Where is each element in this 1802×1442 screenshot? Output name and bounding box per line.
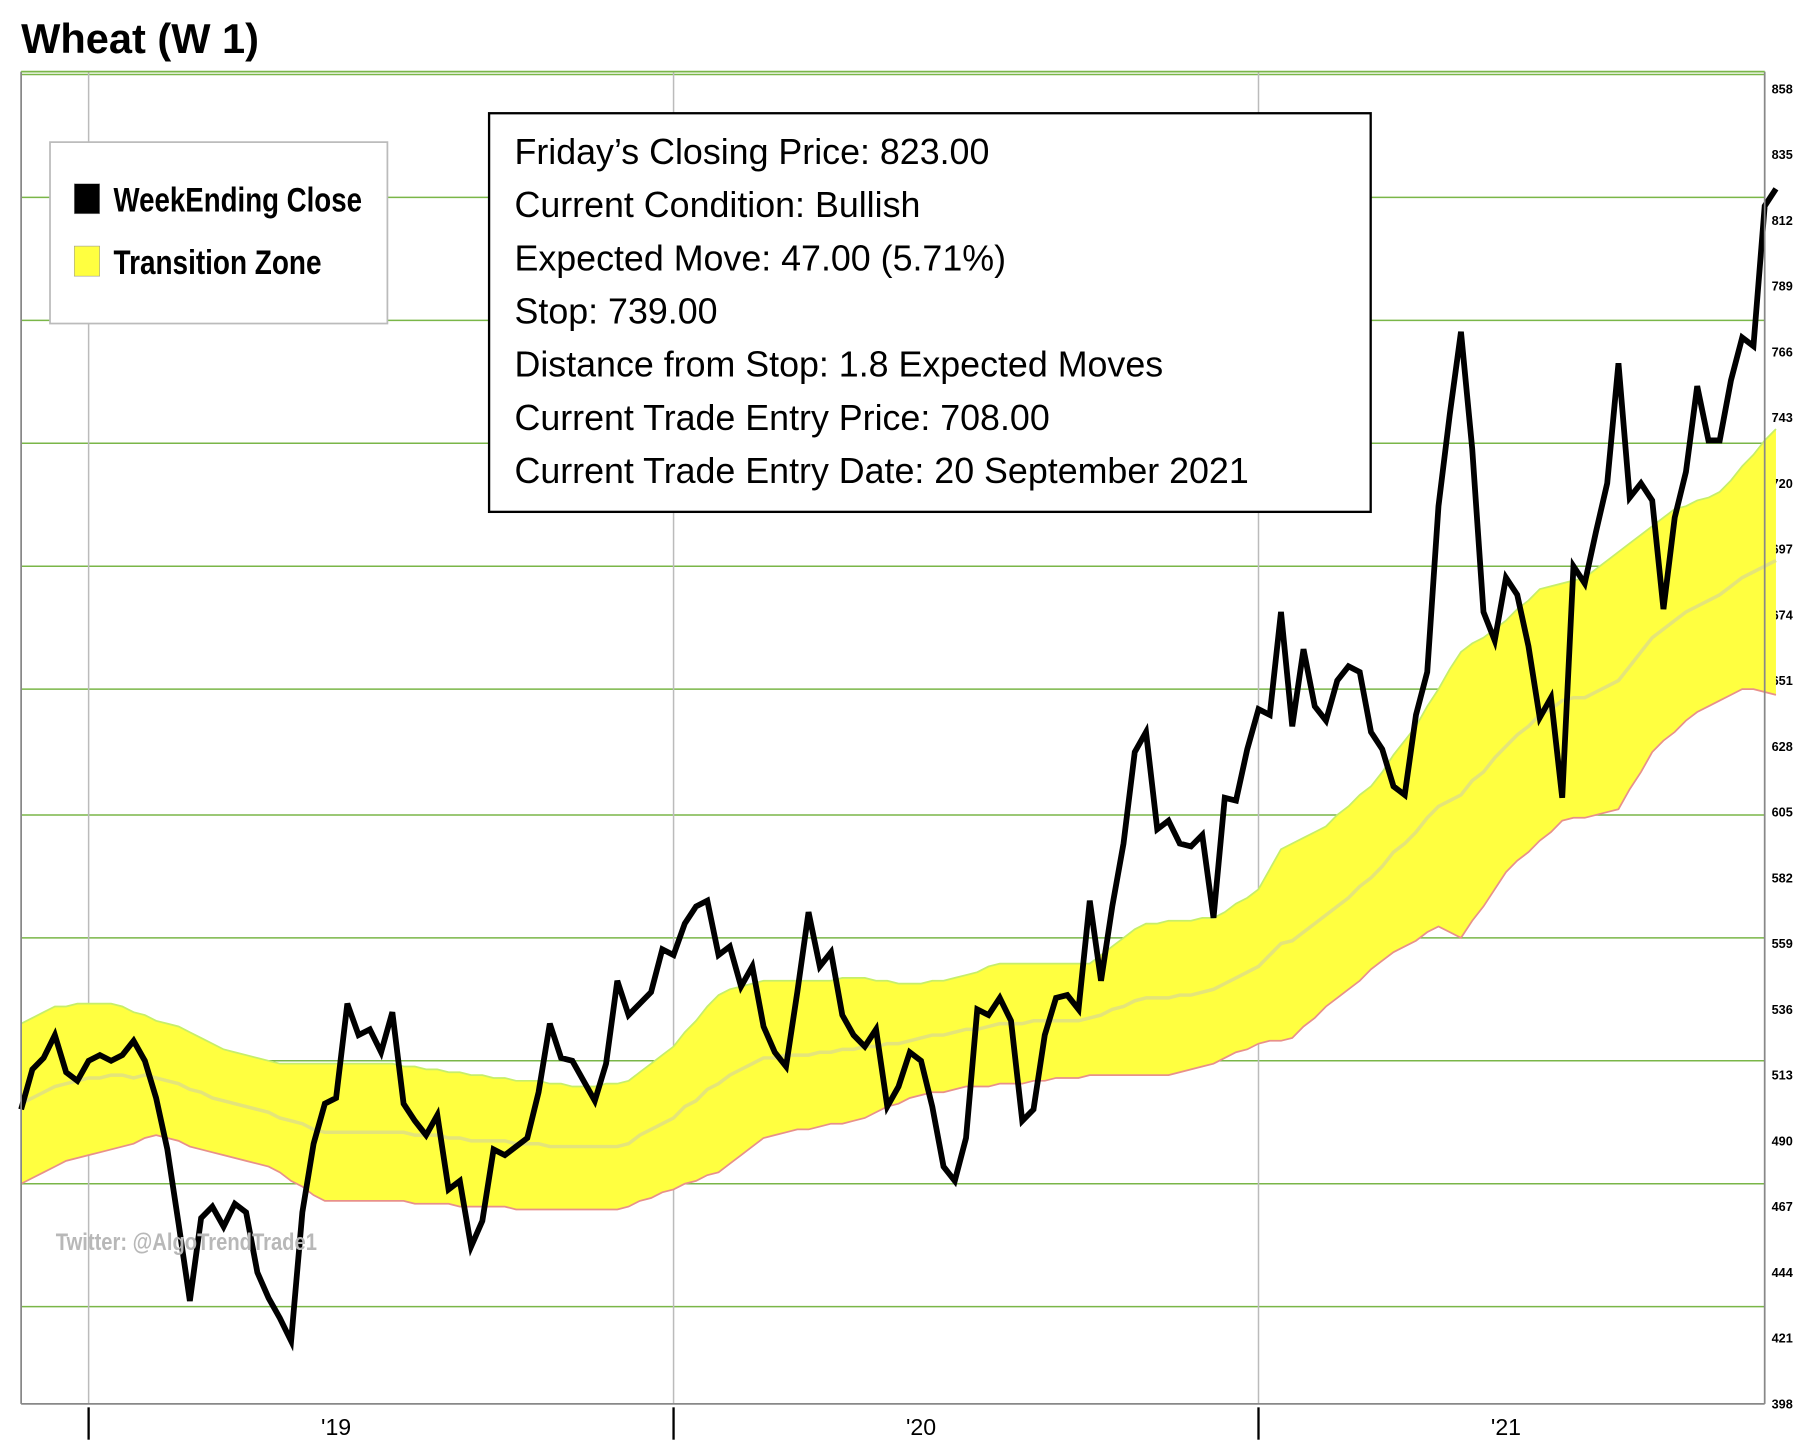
- info-line: Current Condition: Bullish: [515, 185, 921, 225]
- y-tick-label: 651: [1772, 674, 1793, 688]
- info-line: Current Trade Entry Date: 20 September 2…: [515, 451, 1249, 491]
- legend-label: Transition Zone: [114, 244, 322, 282]
- zone-upper-edge: [20, 428, 1777, 1088]
- legend-swatch: [73, 183, 100, 215]
- mid-line: [20, 558, 1777, 1149]
- info-line: Distance from Stop: 1.8 Expected Moves: [515, 345, 1164, 385]
- x-tick-label: '19: [321, 1414, 351, 1440]
- x-tick-label: '20: [906, 1414, 936, 1440]
- y-tick-label: 444: [1772, 1266, 1793, 1280]
- y-tick-label: 605: [1772, 806, 1793, 820]
- y-tick-label: 490: [1772, 1134, 1793, 1148]
- legend-label: WeekEnding Close: [114, 181, 362, 219]
- y-tick-label: 812: [1772, 214, 1793, 228]
- info-line: Stop: 739.00: [515, 292, 718, 332]
- info-line: Current Trade Entry Price: 708.00: [515, 398, 1050, 438]
- y-tick-label: 835: [1772, 148, 1793, 162]
- y-tick-label: 766: [1772, 345, 1793, 359]
- legend-box: [49, 141, 389, 325]
- y-tick-label: 720: [1772, 477, 1793, 491]
- y-tick-label: 743: [1772, 411, 1793, 425]
- zone-lower-edge: [20, 688, 1777, 1211]
- info-box: [487, 112, 1372, 514]
- y-tick-label: 789: [1772, 280, 1793, 294]
- y-tick-label: 513: [1772, 1069, 1793, 1083]
- y-tick-label: 858: [1772, 82, 1793, 96]
- legend-swatch: [73, 245, 100, 277]
- y-tick-label: 559: [1772, 937, 1793, 951]
- close-line: [18, 187, 1779, 1352]
- chart-title: Wheat (W 1): [21, 15, 259, 62]
- watermark: Twitter: @AlgoTrendTrade1: [56, 1229, 317, 1256]
- y-tick-label: 697: [1772, 543, 1793, 557]
- y-tick-label: 421: [1772, 1332, 1793, 1346]
- info-line: Expected Move: 47.00 (5.71%): [515, 238, 1007, 278]
- y-tick-label: 628: [1772, 740, 1793, 754]
- y-tick-label: 467: [1772, 1200, 1793, 1214]
- info-line: Friday’s Closing Price: 823.00: [515, 132, 990, 172]
- y-tick-label: 674: [1772, 608, 1793, 622]
- y-tick-label: 398: [1772, 1397, 1793, 1411]
- x-tick-label: '21: [1491, 1414, 1521, 1440]
- y-tick-label: 536: [1772, 1003, 1793, 1017]
- y-tick-label: 582: [1772, 871, 1793, 885]
